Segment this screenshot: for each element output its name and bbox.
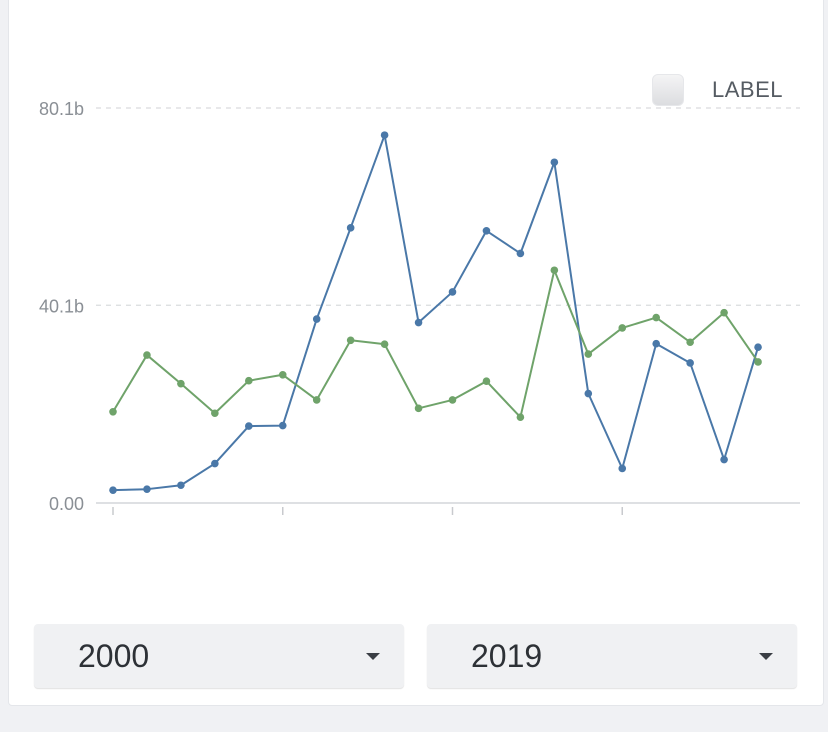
caret-down-icon [366,653,380,660]
series-layer [109,131,762,494]
y-tick-label: 40.1b [39,296,84,316]
series-2-point [516,413,525,421]
series-1-point [754,343,762,351]
series-1-point [414,318,423,327]
series-1-point [245,422,253,430]
legend: LABEL [652,72,783,108]
series-2-point [278,370,287,379]
series-1-point [550,158,559,167]
series-1-point [380,131,389,139]
legend-toggle-checkbox[interactable] [652,74,684,106]
x-axis-ticks [112,507,623,515]
series-2-point [177,379,185,388]
series-1-point [143,485,151,493]
series-1-point [652,339,660,348]
series-1-point [516,249,525,258]
series-2-point [584,350,593,358]
y-tick-label: 0.00 [49,494,84,514]
series-1-point [346,224,355,232]
y-tick-label: 80.1b [39,99,84,119]
series-2-point [618,324,627,332]
series-2-point [720,308,728,317]
end-year-select[interactable]: 2019 [427,624,797,688]
series-2-point [414,404,423,413]
series-2-point [550,266,559,275]
series-2-point [211,409,219,418]
series-1-point [448,288,457,296]
grid-layer [96,107,800,504]
series-1-point [109,486,117,494]
legend-label: LABEL [712,77,783,102]
series-1-point [211,459,219,468]
series-1-point [177,481,185,490]
series-2-point [448,396,457,404]
series-2-point [482,377,491,385]
series-2-point [380,340,389,349]
series-2-point [346,336,355,345]
series-2-point [109,407,117,416]
series-2-point [245,376,253,385]
caret-down-icon [759,653,773,660]
end-year-value: 2019 [471,638,543,674]
series-2-point [686,338,694,347]
series-1-point [312,315,321,323]
start-year-select[interactable]: 2000 [34,624,404,688]
series-1-point [618,464,627,473]
series-2-point [143,351,151,359]
series-1-point [686,359,694,367]
series-1-point [720,455,728,464]
series-2-point [312,396,321,404]
series-1-line [112,134,760,492]
series-2-line [112,269,759,419]
series-1-point [482,226,491,235]
series-2-point [754,358,762,366]
series-1-point [584,389,593,398]
line-chart: 0.00 40.1b 80.1b [39,99,800,515]
series-2-point [652,313,660,322]
series-1-point [278,421,287,430]
y-axis-ticks: 0.00 40.1b 80.1b [39,99,84,514]
start-year-value: 2000 [78,638,150,674]
